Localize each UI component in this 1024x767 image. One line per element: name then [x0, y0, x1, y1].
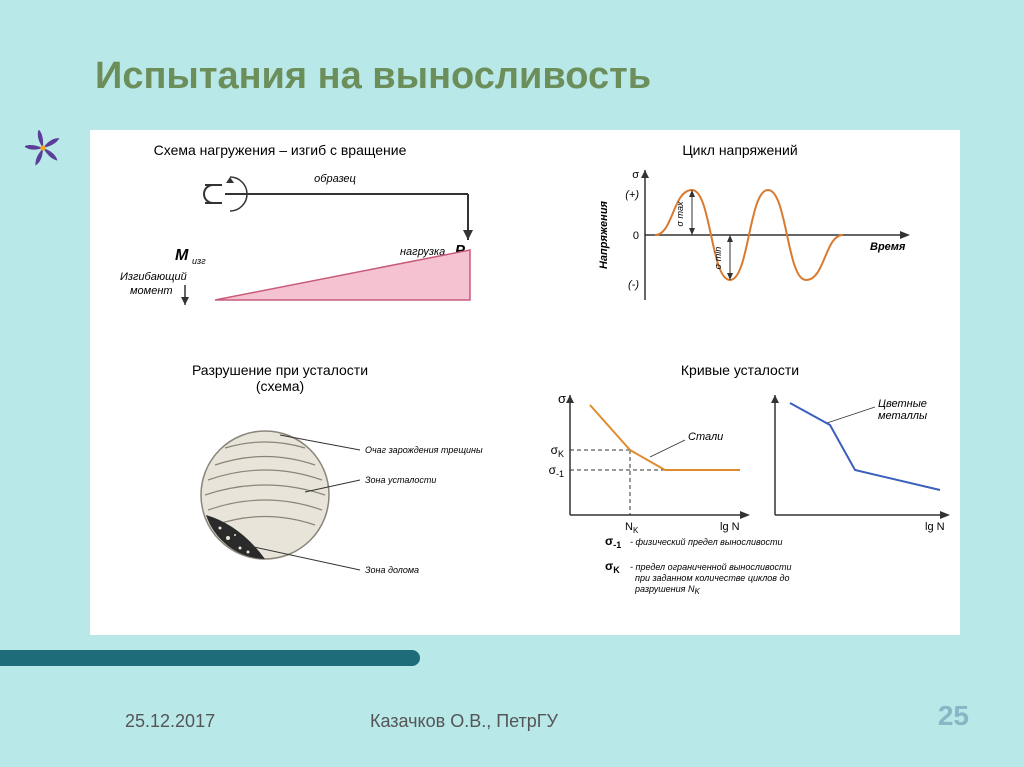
svg-text:Кривые усталости: Кривые усталости — [681, 362, 799, 378]
svg-text:σ-1: σ-1 — [549, 463, 564, 479]
svg-text:Разрушение при усталости(схема: Разрушение при усталости(схема) — [192, 362, 368, 394]
underline-bar — [0, 650, 420, 666]
svg-text:Очаг зарождения трещины: Очаг зарождения трещины — [365, 445, 483, 455]
svg-text:lg N: lg N — [720, 521, 740, 533]
svg-text:Цветныеметаллы: Цветныеметаллы — [878, 398, 927, 422]
slide-title: Испытания на выносливость — [95, 55, 651, 98]
diagram-svg: Схема нагружения – изгиб с вращение обра… — [90, 130, 960, 635]
svg-text:M: M — [175, 247, 189, 264]
content-panel: Схема нагружения – изгиб с вращение обра… — [90, 130, 960, 635]
moment-triangle — [215, 250, 470, 300]
svg-text:Напряжения: Напряжения — [598, 200, 610, 269]
svg-text:Схема нагружения – изгиб с вра: Схема нагружения – изгиб с вращение — [154, 142, 407, 158]
footer-author: Казачков О.В., ПетрГУ — [370, 711, 558, 732]
svg-text:образец: образец — [314, 173, 356, 185]
bullet-icon — [25, 130, 61, 166]
svg-text:- предел ограниченной вынослив: - предел ограниченной выносливостипри за… — [630, 562, 791, 596]
svg-text:NK: NK — [625, 521, 639, 535]
footer-date: 25.12.2017 — [125, 711, 215, 732]
svg-text:0: 0 — [633, 230, 639, 242]
panel-fracture: Разрушение при усталости(схема) — [192, 362, 483, 575]
svg-text:(+): (+) — [625, 189, 639, 201]
panel-loading: Схема нагружения – изгиб с вращение обра… — [120, 142, 473, 305]
fracture-circle — [201, 431, 329, 559]
svg-text:Зона долома: Зона долома — [365, 565, 419, 575]
svg-text:- физический предел выносливос: - физический предел выносливости — [630, 537, 783, 547]
panel-cycle: Цикл напряжений σ (+) 0 (-) Время Напряж… — [598, 142, 910, 300]
svg-text:Изгибающиймомент: Изгибающиймомент — [120, 271, 187, 297]
panel-curves: Кривые усталости σ lg N σK σ-1 NK — [549, 362, 950, 596]
svg-text:σ: σ — [632, 169, 639, 181]
svg-text:(-): (-) — [628, 279, 639, 291]
svg-text:σK: σK — [551, 443, 564, 459]
svg-text:σK: σK — [605, 559, 620, 575]
svg-text:Зона усталости: Зона усталости — [365, 475, 436, 485]
svg-text:Стали: Стали — [688, 431, 723, 443]
svg-text:lg N: lg N — [925, 521, 945, 533]
svg-text:σ: σ — [558, 391, 566, 406]
svg-text:σ max: σ max — [675, 201, 685, 226]
page-number: 25 — [938, 700, 969, 732]
svg-text:Время: Время — [870, 241, 906, 253]
svg-text:σ min: σ min — [713, 247, 723, 269]
svg-text:изг: изг — [192, 256, 206, 266]
svg-text:Цикл напряжений: Цикл напряжений — [682, 142, 797, 158]
svg-text:σ-1: σ-1 — [605, 534, 621, 550]
